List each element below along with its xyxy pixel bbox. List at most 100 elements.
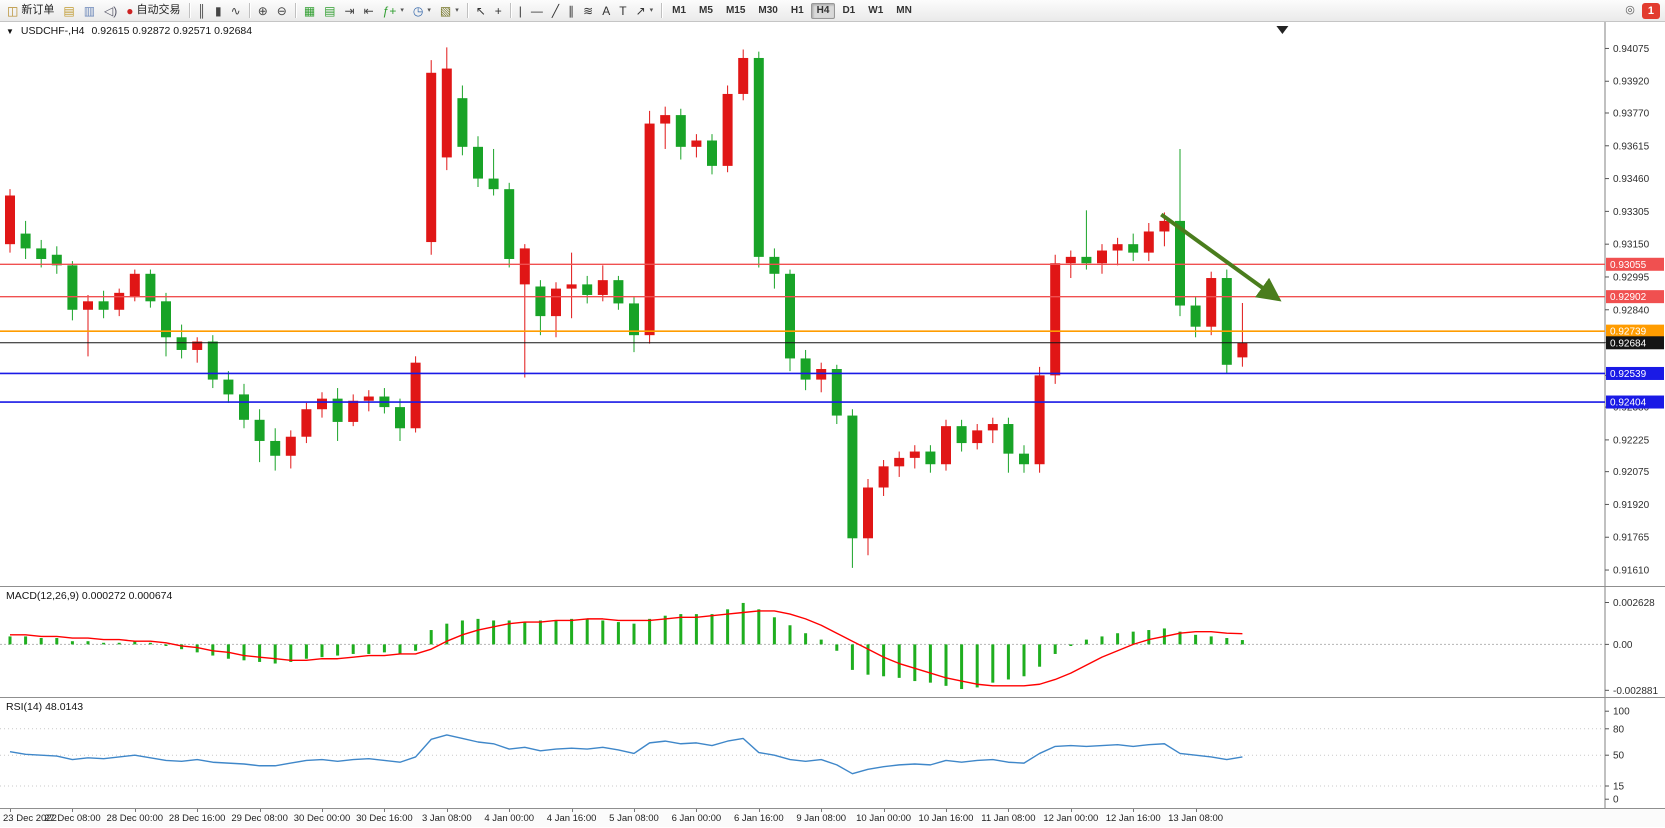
trendline-button-glyph: ╱ — [551, 3, 560, 18]
time-axis[interactable]: 23 Dec 2022 27 Dec 08:00 28 Dec 00:00 28 De… — [0, 808, 1665, 827]
candlestick-chart[interactable]: 0.94075 0.93920 0.93770 0.93615 0.93460 0.933… — [0, 22, 1665, 586]
svg-text:80: 80 — [1613, 724, 1625, 735]
profiles-icon[interactable]: ▥ — [80, 3, 99, 19]
zoom-in-button[interactable]: ⊕ — [254, 3, 272, 19]
svg-text:0.91920: 0.91920 — [1613, 500, 1650, 511]
svg-text:15: 15 — [1613, 782, 1625, 793]
bar-chart-button[interactable]: ║ — [194, 3, 211, 19]
timeframe-mn[interactable]: MN — [896, 4, 912, 16]
label-button[interactable]: T — [615, 3, 630, 19]
svg-text:0.91610: 0.91610 — [1613, 566, 1650, 577]
label-button-glyph: T — [619, 3, 627, 18]
toolbar-separator — [248, 3, 250, 18]
indicators-button[interactable]: ƒ+ ▾ — [379, 3, 408, 19]
svg-text:0.93615: 0.93615 — [1613, 141, 1650, 152]
autotrading-button[interactable]: ● 自动交易 — [122, 3, 184, 19]
rsi-chart[interactable]: 100 80 50 15 0 — [0, 698, 1665, 808]
timeframe-m5[interactable]: M5 — [699, 4, 713, 16]
arrows-button[interactable]: ↗ ▾ — [632, 3, 658, 19]
toolbar-separator — [509, 3, 511, 18]
crosshair-button[interactable]: + — [491, 3, 506, 19]
periods-button[interactable]: ◷ ▾ — [409, 3, 435, 19]
chevron-down-icon: ▾ — [649, 7, 654, 14]
line-chart-button[interactable]: ∿ — [227, 3, 245, 19]
time-label: 12 Jan 00:00 — [1043, 813, 1099, 824]
timeframe-h4[interactable]: H4 — [810, 2, 836, 19]
time-label: 10 Jan 16:00 — [918, 813, 974, 824]
time-label: 5 Jan 08:00 — [609, 813, 659, 824]
svg-text:0.92995: 0.92995 — [1613, 272, 1650, 283]
time-label: 6 Jan 00:00 — [671, 813, 722, 824]
timeframe-m30[interactable]: M30 — [758, 4, 778, 16]
zoom-in-button-glyph: ⊕ — [257, 3, 268, 18]
chart-shift-button-glyph: ⇤ — [363, 3, 374, 18]
chart-region: 0.94075 0.93920 0.93770 0.93615 0.93460 0.933… — [0, 22, 1665, 828]
time-label: 6 Jan 16:00 — [733, 813, 784, 824]
sound-icon[interactable]: ◁) — [100, 3, 121, 19]
time-label: 28 Dec 00:00 — [106, 813, 164, 824]
time-tick — [696, 809, 698, 812]
svg-text:100: 100 — [1613, 707, 1630, 718]
svg-text:0.92539: 0.92539 — [1610, 369, 1647, 380]
toolbar-separator — [294, 3, 296, 18]
chevron-down-icon: ▾ — [400, 7, 404, 14]
time-label: 23 Dec 2022 — [3, 813, 57, 824]
time-tick — [634, 809, 635, 812]
timeframe-h1[interactable]: H1 — [790, 4, 804, 16]
time-label: 28 Dec 16:00 — [168, 813, 226, 824]
chevron-down-icon: ▾ — [427, 7, 431, 14]
trendline-button[interactable]: ╱ — [548, 3, 563, 19]
time-tick — [1070, 809, 1072, 812]
time-label: 30 Dec 00:00 — [293, 813, 351, 824]
bar-chart-button-glyph: ║ — [197, 3, 207, 18]
macd-chart[interactable]: 0.002628 0.00 -0.002881 — [0, 587, 1665, 697]
search-icon[interactable]: ◎ — [1625, 4, 1635, 16]
svg-text:0.92075: 0.92075 — [1613, 467, 1650, 478]
channel-button[interactable]: ∥ — [564, 3, 578, 19]
candle-chart-button[interactable]: ▮ — [211, 3, 226, 19]
svg-text:0.93150: 0.93150 — [1613, 240, 1650, 251]
timeframe-d1[interactable]: D1 — [842, 4, 856, 16]
chevron-down-icon: ▾ — [455, 7, 459, 14]
horizontal-line-button[interactable]: — — [527, 3, 547, 19]
notification-badge[interactable]: 1 — [1641, 2, 1660, 19]
cursor-button-glyph: ↖ — [475, 3, 486, 18]
zoom-out-button[interactable]: ⊖ — [273, 3, 291, 19]
time-tick — [72, 809, 74, 812]
svg-text:0.93305: 0.93305 — [1613, 207, 1650, 218]
new-chart-icon[interactable]: ▤ — [59, 3, 78, 19]
svg-text:0: 0 — [1613, 795, 1619, 806]
auto-scroll-button[interactable]: ⇥ — [341, 3, 359, 19]
time-tick — [946, 809, 947, 812]
cursor-button[interactable]: ↖ — [472, 3, 490, 19]
time-tick — [509, 809, 511, 812]
vertical-line-button[interactable]: | — [515, 3, 526, 19]
time-label: 30 Dec 16:00 — [356, 813, 413, 824]
fibonacci-button[interactable]: ≋ — [579, 3, 597, 19]
chart-shift-button[interactable]: ⇤ — [360, 3, 378, 19]
cascade-windows-button[interactable]: ▤ — [320, 3, 339, 19]
time-tick — [821, 809, 823, 812]
time-label: 4 Jan 00:00 — [484, 813, 535, 824]
svg-text:50: 50 — [1613, 751, 1625, 762]
text-button[interactable]: A — [598, 3, 614, 19]
templates-button[interactable]: ▧ ▾ — [436, 3, 463, 19]
new-order-button[interactable]: ◫ 新订单 — [3, 3, 58, 19]
time-label: 3 Jan 08:00 — [421, 813, 472, 824]
time-tick — [1195, 809, 1197, 812]
tile-windows-button[interactable]: ▦ — [300, 3, 319, 19]
svg-text:0.92684: 0.92684 — [1610, 338, 1647, 349]
svg-text:0.94075: 0.94075 — [1613, 44, 1650, 55]
svg-text:0.92902: 0.92902 — [1610, 292, 1647, 303]
indicators-button-glyph: ƒ+ — [382, 3, 397, 18]
timeframe-m15[interactable]: M15 — [725, 4, 746, 16]
timeframe-w1[interactable]: W1 — [868, 4, 884, 16]
tile-windows-button-glyph: ▦ — [303, 3, 316, 18]
candle-chart-button-glyph: ▮ — [215, 3, 222, 18]
time-tick — [758, 809, 760, 812]
svg-text:0.93055: 0.93055 — [1610, 260, 1647, 271]
time-tick — [1008, 809, 1010, 812]
svg-text:0.002628: 0.002628 — [1613, 598, 1655, 609]
timeframe-m1[interactable]: M1 — [672, 4, 687, 16]
